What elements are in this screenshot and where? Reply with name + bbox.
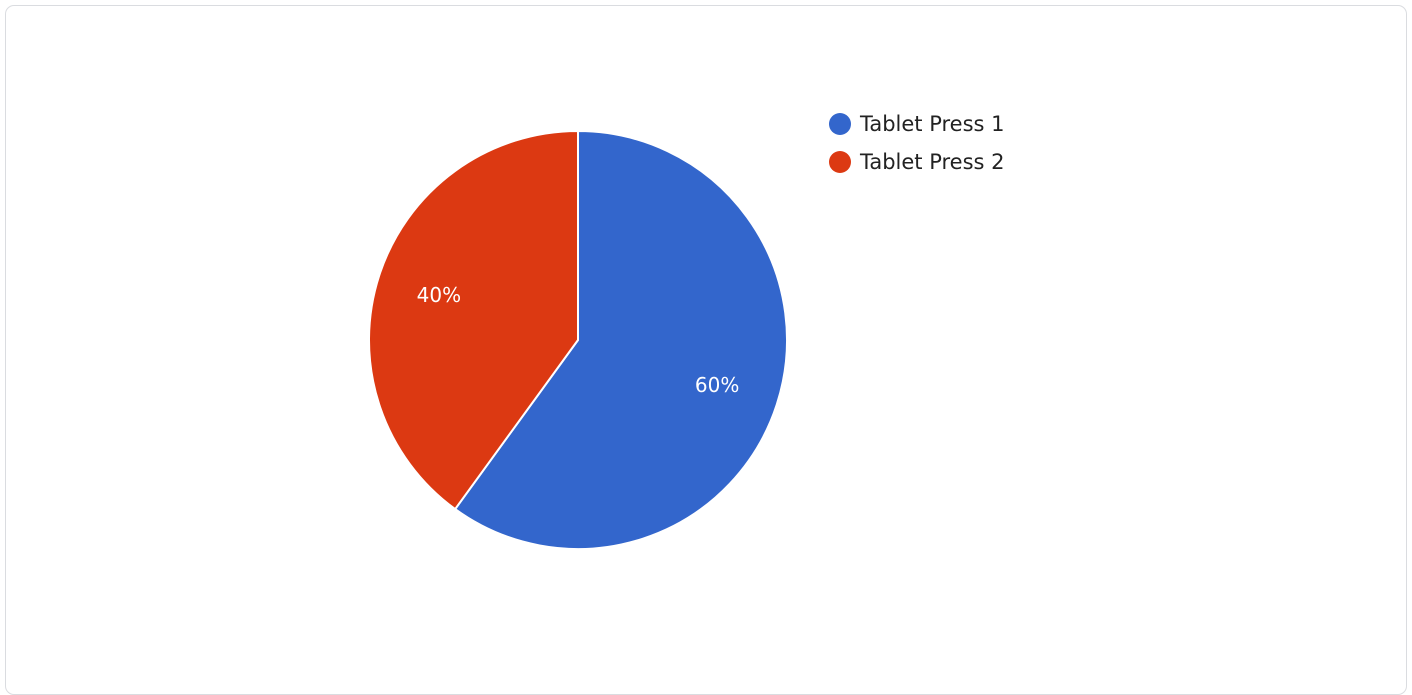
legend-item-2[interactable]: Tablet Press 2 <box>829 150 1005 174</box>
pie-slice-labels: 60% 40% <box>417 283 740 397</box>
pie-chart: 60% 40% Tablet Press 1 Tablet Press 2 <box>368 112 1005 550</box>
legend-label-1: Tablet Press 1 <box>859 112 1005 136</box>
pie-slice-label-2: 40% <box>417 283 461 307</box>
legend: Tablet Press 1 Tablet Press 2 <box>829 112 1005 174</box>
pie-slice-label-1: 60% <box>695 373 739 397</box>
pie-slices <box>368 130 788 550</box>
legend-marker-1 <box>829 113 851 135</box>
pie-slice-1[interactable] <box>454 130 788 550</box>
legend-marker-2 <box>829 151 851 173</box>
legend-item-1[interactable]: Tablet Press 1 <box>829 112 1005 136</box>
pie-slice-2[interactable] <box>368 130 579 511</box>
legend-label-2: Tablet Press 2 <box>859 150 1005 174</box>
